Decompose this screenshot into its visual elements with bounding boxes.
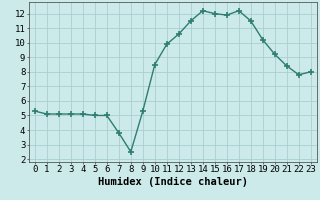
X-axis label: Humidex (Indice chaleur): Humidex (Indice chaleur) (98, 177, 248, 187)
